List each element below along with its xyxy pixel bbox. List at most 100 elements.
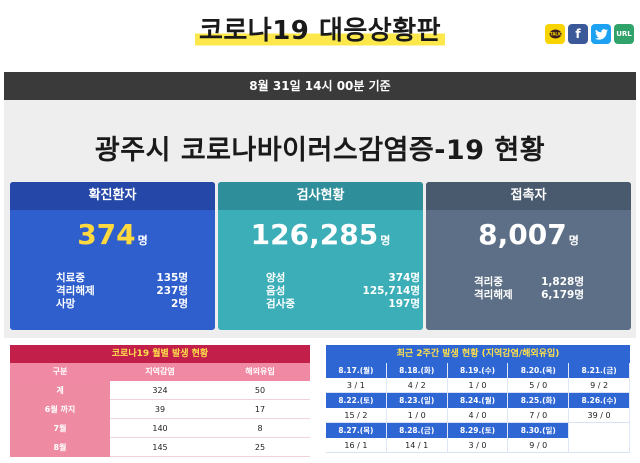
value-cell: 15 / 2: [326, 408, 387, 423]
value-cell: 16 / 1: [326, 438, 387, 453]
recent-table: 최근 2주간 발생 현황 (지역감염/해외유입) 8.17.(월) 8.18.(…: [326, 345, 630, 453]
kakao-share-button[interactable]: TALK: [545, 24, 565, 44]
row-label: 검사중: [266, 298, 295, 310]
tests-row-negative: 음성 125,714명: [266, 285, 420, 298]
monthly-table-header: 구분 지역감염 해외유입: [10, 363, 310, 381]
share-buttons: TALK f URL: [545, 24, 634, 44]
local-cases: 145: [110, 438, 210, 457]
value-cell: 9 / 2: [569, 378, 630, 393]
confirmed-card-title: 확진환자: [10, 182, 215, 210]
date-cell: 8.21.(금): [569, 363, 630, 378]
page-title: 코로나19 대응상황판: [194, 14, 446, 48]
confirmed-row-treating: 치료중 135명: [56, 272, 188, 285]
confirmed-breakdown: 치료중 135명 격리해제 237명 사망 2명: [56, 272, 188, 311]
row-label: 치료중: [56, 272, 85, 284]
confirmed-card: 확진환자 374 명 치료중 135명 격리해제 237명 사망 2명: [10, 182, 215, 330]
date-bar: 8월 31일 14시 00분 기준: [4, 72, 636, 100]
tests-breakdown: 양성 374명 음성 125,714명 검사중 197명: [266, 272, 420, 311]
value-cell: 4 / 2: [386, 378, 448, 393]
empty-value-cell: [569, 438, 630, 453]
contacts-count-unit: 명: [568, 234, 579, 247]
row-label: 8월: [10, 438, 110, 457]
row-value: 125,714명: [362, 285, 420, 297]
value-cell: 7 / 0: [508, 408, 570, 423]
row-label: 사망: [56, 298, 76, 310]
recent-table-title: 최근 2주간 발생 현황 (지역감염/해외유입): [326, 345, 630, 363]
row-value: 237명: [156, 285, 188, 297]
row-label: 양성: [266, 272, 286, 284]
panel-title: 광주시 코로나바이러스감염증-19 현황: [94, 135, 546, 166]
empty-date-cell: [569, 423, 630, 438]
contacts-breakdown: 격리중 1,828명 격리해제 6,179명: [474, 276, 584, 302]
value-cell: 5 / 0: [508, 378, 570, 393]
twitter-share-button[interactable]: [591, 24, 611, 44]
tests-count-unit: 명: [380, 234, 391, 247]
confirmed-row-released: 격리해제 237명: [56, 285, 188, 298]
local-cases: 140: [110, 419, 210, 438]
column-header: 지역감염: [110, 363, 210, 381]
overseas-cases: 50: [210, 381, 310, 400]
confirmed-count: 374 명: [10, 218, 215, 252]
value-cell: 1 / 0: [447, 378, 509, 393]
row-label: 격리해제: [56, 285, 95, 297]
row-value: 1,828명: [541, 276, 584, 288]
date-cell: 8.25.(화): [508, 393, 570, 408]
date-row: 8.27.(목) 8.28.(금) 8.29.(토) 8.30.(일): [326, 423, 630, 438]
contacts-row-released: 격리해제 6,179명: [474, 289, 584, 302]
url-copy-button[interactable]: URL: [614, 24, 634, 44]
date-cell: 8.29.(토): [447, 423, 509, 438]
svg-text:TALK: TALK: [549, 31, 561, 36]
date-cell: 8.30.(일): [508, 423, 570, 438]
tests-card: 검사현황 126,285 명 양성 374명 음성 125,714명 검사중 197명: [218, 182, 423, 330]
row-label: 음성: [266, 285, 286, 297]
row-label: 6월 까지: [10, 400, 110, 419]
row-value: 2명: [171, 298, 188, 310]
contacts-row-isolating: 격리중 1,828명: [474, 276, 584, 289]
value-cell: 3 / 0: [447, 438, 509, 453]
date-row: 8.22.(토) 8.23.(일) 8.24.(월) 8.25.(화) 8.26…: [326, 393, 630, 408]
value-cell: 4 / 0: [447, 408, 509, 423]
row-value: 197명: [388, 298, 420, 310]
date-cell: 8.24.(월): [447, 393, 509, 408]
tests-count: 126,285 명: [218, 218, 423, 252]
value-row: 15 / 2 1 / 0 4 / 0 7 / 0 39 / 0: [326, 408, 630, 423]
row-value: 6,179명: [541, 289, 584, 301]
contacts-card: 접촉자 8,007 명 격리중 1,828명 격리해제 6,179명: [426, 182, 631, 330]
overseas-cases: 17: [210, 400, 310, 419]
tests-row-positive: 양성 374명: [266, 272, 420, 285]
confirmed-count-value: 374: [77, 218, 136, 251]
row-value: 135명: [156, 272, 188, 284]
row-label: 계: [10, 381, 110, 400]
kakao-icon: TALK: [549, 29, 561, 38]
contacts-count-value: 8,007: [478, 218, 567, 251]
contacts-count: 8,007 명: [426, 218, 631, 252]
value-cell: 9 / 0: [508, 438, 570, 453]
date-cell: 8.17.(월): [326, 363, 387, 378]
confirmed-row-deaths: 사망 2명: [56, 298, 188, 311]
date-cell: 8.18.(화): [386, 363, 448, 378]
value-row: 16 / 1 14 / 1 3 / 0 9 / 0: [326, 438, 630, 453]
row-label: 격리해제: [474, 289, 513, 301]
url-label: URL: [616, 30, 632, 38]
local-cases: 39: [110, 400, 210, 419]
confirmed-count-unit: 명: [137, 234, 148, 247]
date-cell: 8.23.(일): [386, 393, 448, 408]
local-cases: 324: [110, 381, 210, 400]
row-label: 격리중: [474, 276, 503, 288]
date-cell: 8.19.(수): [447, 363, 509, 378]
value-cell: 1 / 0: [386, 408, 448, 423]
date-bar-text: 8월 31일 14시 00분 기준: [249, 79, 391, 93]
twitter-icon: [594, 28, 608, 40]
row-label: 7월: [10, 419, 110, 438]
monthly-table: 코로나19 월별 발생 현황 구분 지역감염 해외유입 계 324 50 6월 …: [10, 345, 310, 457]
monthly-table-title: 코로나19 월별 발생 현황: [10, 345, 310, 363]
row-value: 374명: [388, 272, 420, 284]
value-row: 3 / 1 4 / 2 1 / 0 5 / 0 9 / 2: [326, 378, 630, 393]
date-cell: 8.22.(토): [326, 393, 387, 408]
status-panel: 광주시 코로나바이러스감염증-19 현황 확진환자 374 명 치료중 135명 격…: [4, 100, 636, 338]
table-row: 7월 140 8: [10, 419, 310, 438]
table-row: 6월 까지 39 17: [10, 400, 310, 419]
tests-card-title: 검사현황: [218, 182, 423, 210]
facebook-share-button[interactable]: f: [568, 24, 588, 44]
top-header: 코로나19 대응상황판 TALK f URL: [0, 0, 640, 68]
